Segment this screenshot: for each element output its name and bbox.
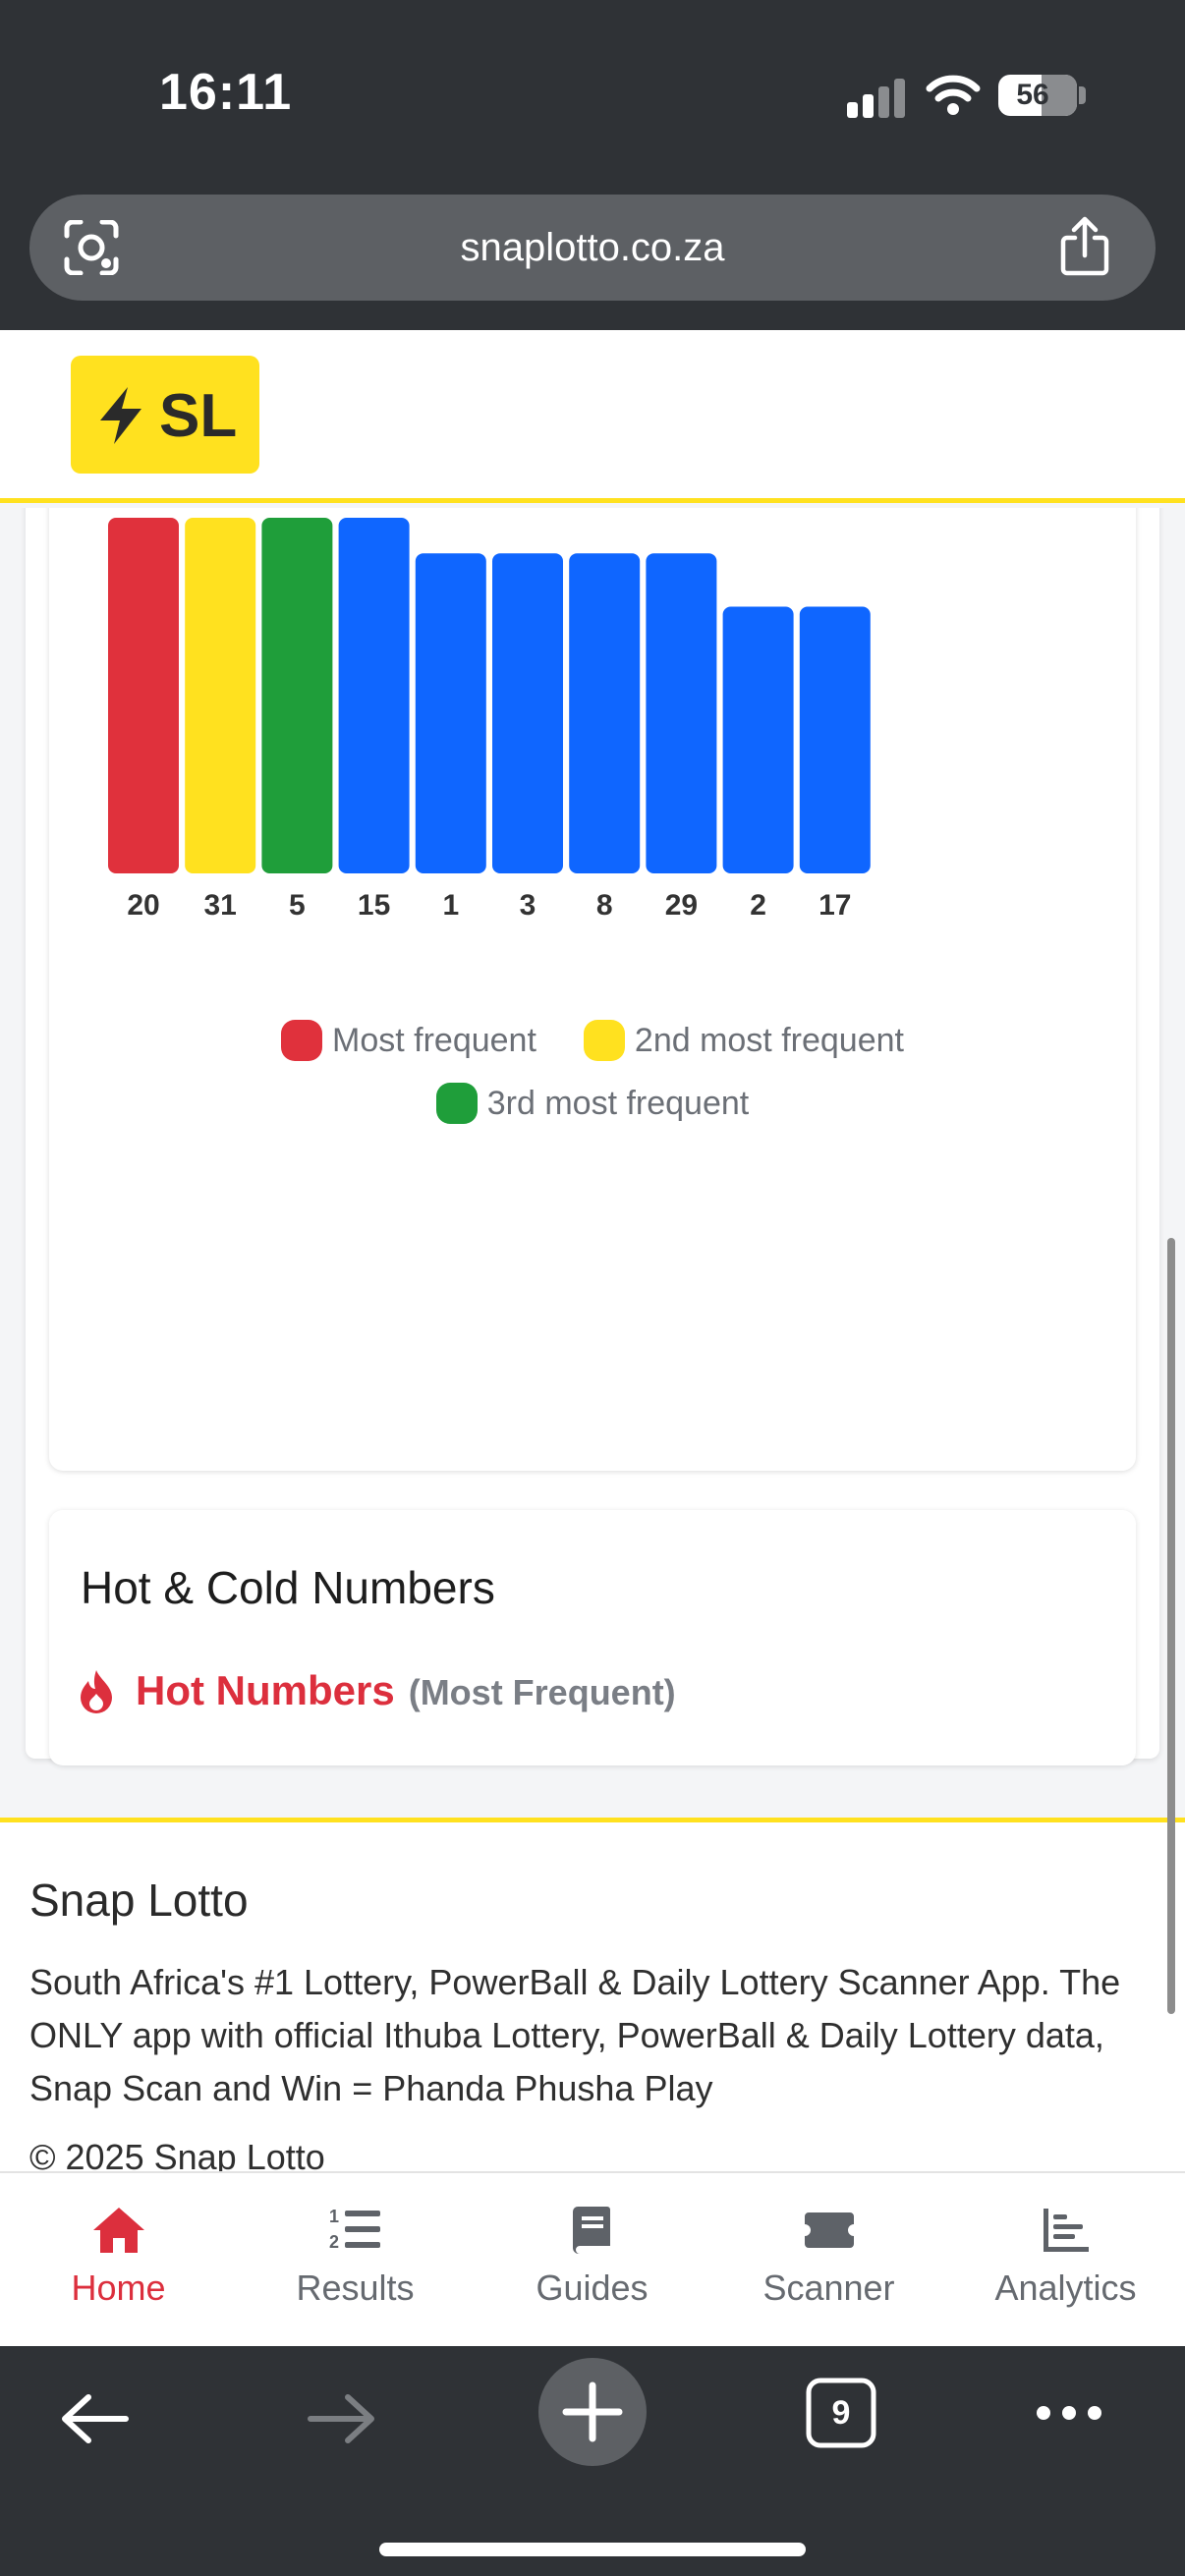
back-arrow-icon[interactable] xyxy=(59,2389,130,2448)
legend-item-most-frequent: Most frequent xyxy=(281,1020,536,1061)
bar-15 xyxy=(338,518,410,873)
url-text: snaplotto.co.za xyxy=(460,226,725,269)
home-indicator xyxy=(379,2543,806,2556)
wifi-icon xyxy=(926,75,981,115)
bar-8 xyxy=(569,553,641,873)
hot-numbers-label: Hot Numbers xyxy=(136,1667,395,1713)
x-tick-label: 15 xyxy=(358,889,390,922)
nav-label: Scanner xyxy=(762,2268,895,2308)
fire-icon xyxy=(81,1670,112,1713)
site-footer: Snap Lotto South Africa's #1 Lottery, Po… xyxy=(0,1818,1185,2171)
legend-label: 2nd most frequent xyxy=(634,1021,904,1059)
legend-swatch-red xyxy=(281,1020,323,1061)
bar-31 xyxy=(185,518,256,873)
bar-chart-icon xyxy=(1044,2209,1089,2252)
nav-label: Analytics xyxy=(994,2268,1137,2308)
bottom-navigation: Home 1 2 Results Guides Scanner xyxy=(0,2171,1185,2346)
x-tick-label: 3 xyxy=(520,889,536,922)
cellular-signal-icon xyxy=(847,79,906,118)
footer-copyright: © 2025 Snap Lotto xyxy=(29,2137,325,2171)
page-content: 20 31 5 15 1 3 8 29 2 17 Most frequent 2nd most f… xyxy=(0,508,1185,1820)
nav-scanner[interactable]: Scanner xyxy=(710,2173,947,2348)
chart-legend: Most frequent 2nd most frequent 3rd most… xyxy=(49,1009,1136,1135)
book-icon xyxy=(573,2207,610,2254)
x-tick-label: 8 xyxy=(596,889,613,922)
battery-icon: 56 xyxy=(998,75,1077,116)
bar-20 xyxy=(108,518,179,873)
status-time: 16:11 xyxy=(159,64,293,121)
footer-description: South Africa's #1 Lottery, PowerBall & D… xyxy=(29,1962,1121,2108)
x-tick-label: 29 xyxy=(665,889,698,922)
lightning-bolt-icon xyxy=(100,387,141,444)
bar-3 xyxy=(492,553,563,873)
battery-nub xyxy=(1079,86,1086,104)
home-icon xyxy=(93,2208,144,2253)
svg-text:2: 2 xyxy=(329,2232,339,2252)
forward-arrow-icon[interactable] xyxy=(307,2389,377,2448)
x-tick-label: 17 xyxy=(818,889,851,922)
x-tick-label: 2 xyxy=(750,889,766,922)
nav-analytics[interactable]: Analytics xyxy=(947,2173,1184,2348)
hot-cold-title: Hot & Cold Numbers xyxy=(81,1562,495,1613)
address-bar[interactable]: snaplotto.co.za xyxy=(29,195,1156,301)
footer-title: Snap Lotto xyxy=(29,1875,249,1926)
site-logo[interactable]: SL xyxy=(71,356,259,474)
tab-count: 9 xyxy=(831,2394,851,2432)
list-ordered-icon: 1 2 xyxy=(329,2207,380,2252)
bar-1 xyxy=(415,553,486,873)
nav-results[interactable]: 1 2 Results xyxy=(237,2173,474,2348)
legend-swatch-yellow xyxy=(583,1020,625,1061)
legend-item-2nd-most-frequent: 2nd most frequent xyxy=(583,1020,904,1061)
x-tick-label: 20 xyxy=(127,889,159,922)
legend-item-3rd-most-frequent: 3rd most frequent xyxy=(435,1083,750,1124)
tabs-icon[interactable] xyxy=(806,2378,876,2448)
nav-label: Results xyxy=(296,2268,415,2308)
nav-label: Guides xyxy=(536,2268,649,2308)
x-tick-label: 31 xyxy=(204,889,237,922)
nav-home[interactable]: Home xyxy=(0,2173,237,2348)
status-bar: 16:11 56 snaplotto.co.za xyxy=(0,0,1185,330)
battery-level: 56 xyxy=(1016,79,1049,111)
nav-label: Home xyxy=(71,2268,166,2308)
x-tick-label: 1 xyxy=(442,889,459,922)
more-options-icon[interactable] xyxy=(1034,2401,1104,2425)
page-scrollbar[interactable] xyxy=(1167,1238,1175,2014)
bar-5 xyxy=(261,518,333,873)
x-tick-label: 5 xyxy=(289,889,306,922)
share-icon[interactable] xyxy=(1055,216,1114,277)
hot-cold-card: Hot & Cold Numbers Hot Numbers (Most Fre… xyxy=(49,1510,1136,1765)
site-header: SL xyxy=(0,330,1185,503)
legend-swatch-green xyxy=(435,1083,478,1124)
hot-numbers-heading: Hot Numbers (Most Frequent) xyxy=(77,1667,676,1714)
frequency-chart-card: 20 31 5 15 1 3 8 29 2 17 Most frequent 2nd most f… xyxy=(49,508,1136,1471)
bar-29 xyxy=(646,553,717,873)
logo-text: SL xyxy=(159,382,238,450)
new-tab-icon[interactable] xyxy=(538,2358,647,2466)
svg-text:1: 1 xyxy=(329,2207,339,2226)
nav-guides[interactable]: Guides xyxy=(474,2173,710,2348)
legend-label: Most frequent xyxy=(332,1021,536,1059)
visual-search-icon[interactable] xyxy=(63,220,120,275)
hot-numbers-subtitle: (Most Frequent) xyxy=(408,1672,676,1712)
bar-2 xyxy=(722,606,794,873)
ticket-icon xyxy=(805,2212,854,2248)
browser-toolbar: 9 xyxy=(0,2346,1185,2576)
legend-label: 3rd most frequent xyxy=(486,1084,750,1122)
bar-17 xyxy=(799,606,871,873)
frequency-bar-chart: 20 31 5 15 1 3 8 29 2 17 xyxy=(108,518,871,922)
